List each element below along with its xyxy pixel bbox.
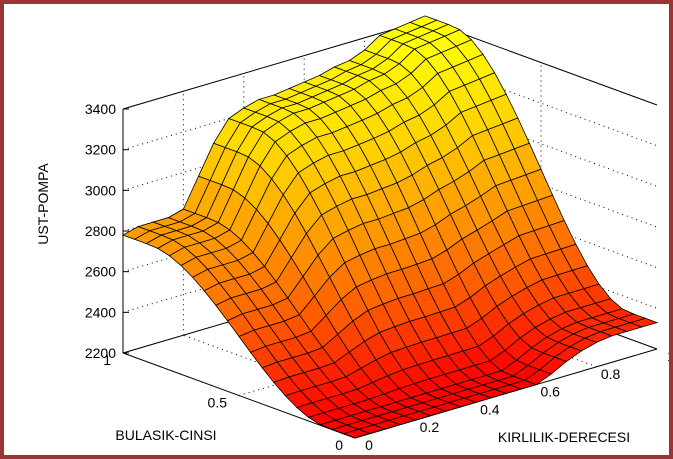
tick-label: 2200 <box>85 345 116 361</box>
grid-line <box>424 60 658 147</box>
grid-line <box>183 334 416 421</box>
tick-label: 0.6 <box>540 384 560 400</box>
tick-label: 0.4 <box>480 401 500 417</box>
tick-label: 2400 <box>85 304 116 320</box>
tick-label: 0 <box>365 437 373 453</box>
tick-label: 2800 <box>85 223 116 239</box>
grid-line <box>424 141 658 228</box>
tick-label: 0.5 <box>208 395 228 411</box>
tick-label: 2600 <box>85 264 116 280</box>
surface-mesh <box>122 15 659 439</box>
tick-label: 1 <box>667 348 669 364</box>
tick-labels: 2200 2400 2600 2800 3000 3200 3400 0 0.2 0.4 0.6 0.… <box>85 101 669 453</box>
tick-label: 1 <box>103 352 111 368</box>
tick-label: 3200 <box>85 142 116 158</box>
tick-label: 3400 <box>85 101 116 117</box>
grid-line <box>424 222 658 309</box>
tick-label: 0.8 <box>601 366 621 382</box>
tick-label: 0.2 <box>420 419 440 435</box>
y-axis-label: BULASIK-CINSI <box>115 427 216 443</box>
tick-label: 3000 <box>85 182 116 198</box>
box-edge <box>122 19 426 110</box>
box-edge <box>122 352 356 439</box>
grid-line <box>424 100 658 187</box>
x-axis-label: KIRLILIK-DERECESI <box>498 429 630 445</box>
grid-line <box>424 182 658 269</box>
surface-plot: 2200 2400 2600 2800 3000 3200 3400 0 0.2 0.4 0.6 0.… <box>35 15 669 453</box>
box-edge <box>354 348 658 439</box>
z-axis-label: UST-POMPA <box>35 163 51 245</box>
tick-label: 0 <box>335 437 343 453</box>
